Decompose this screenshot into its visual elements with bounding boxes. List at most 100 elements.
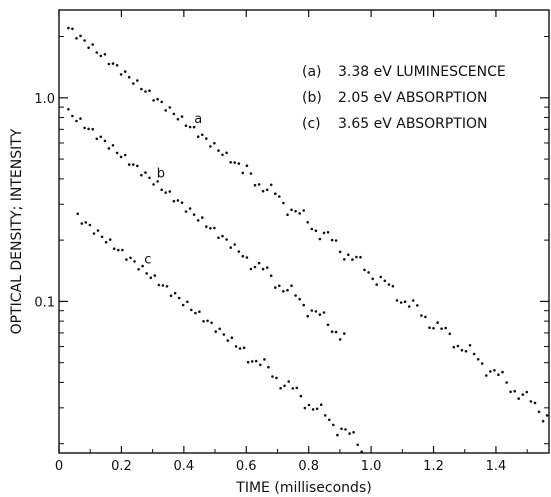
- data-point: [303, 406, 307, 410]
- data-point: [279, 386, 282, 390]
- data-point: [432, 327, 435, 330]
- x-tick-label: 1.2: [423, 459, 444, 474]
- data-point: [493, 369, 496, 372]
- data-point: [177, 296, 181, 300]
- data-point: [245, 256, 249, 259]
- data-point: [407, 305, 411, 308]
- data-point: [164, 191, 167, 194]
- data-point: [71, 114, 74, 118]
- data-point: [119, 73, 123, 76]
- data-point: [403, 300, 407, 304]
- data-point: [202, 320, 205, 323]
- data-point: [428, 326, 431, 330]
- data-point: [164, 109, 167, 112]
- legend-text: 3.65 eV ABSORPTION: [338, 116, 487, 132]
- x-tick-label: 0: [55, 459, 63, 474]
- data-point: [359, 255, 362, 259]
- data-point: [115, 151, 119, 155]
- data-point: [319, 403, 323, 407]
- data-point: [180, 115, 184, 118]
- data-point: [294, 210, 297, 213]
- data-point: [76, 212, 79, 216]
- data-point: [246, 360, 250, 364]
- data-point: [298, 212, 301, 215]
- data-point: [282, 290, 285, 293]
- data-point: [265, 188, 269, 192]
- data-point: [497, 373, 500, 377]
- data-point: [168, 106, 172, 109]
- x-tick-label: 0.8: [298, 459, 319, 474]
- data-point: [87, 127, 90, 131]
- x-tick-label: 1.4: [486, 459, 507, 474]
- data-point: [261, 267, 265, 271]
- data-point: [213, 226, 216, 230]
- data-point: [517, 397, 520, 400]
- data-point: [344, 428, 347, 431]
- data-point: [253, 183, 257, 187]
- data-point: [259, 363, 262, 367]
- data-point: [103, 53, 107, 56]
- data-point: [307, 403, 311, 407]
- data-point: [192, 213, 196, 216]
- data-point: [271, 375, 274, 378]
- data-point: [356, 443, 360, 447]
- data-point: [75, 37, 78, 40]
- data-point: [314, 310, 318, 313]
- curve-labels: a b c: [144, 112, 202, 268]
- data-point: [111, 144, 115, 147]
- data-point: [229, 246, 232, 249]
- data-point: [140, 173, 143, 177]
- data-point: [411, 299, 415, 302]
- data-point: [111, 62, 115, 65]
- data-point: [298, 297, 301, 301]
- data-point: [132, 163, 135, 166]
- data-point: [338, 250, 342, 254]
- data-point: [286, 213, 289, 216]
- data-point: [330, 238, 334, 242]
- data-point: [75, 119, 78, 123]
- data-point: [184, 210, 188, 213]
- data-point: [332, 423, 335, 427]
- data-point: [221, 153, 224, 157]
- data-point: [363, 268, 366, 272]
- data-point: [176, 199, 180, 202]
- data-point: [241, 254, 245, 258]
- data-point: [222, 333, 226, 336]
- data-point: [156, 97, 159, 101]
- data-point: [326, 231, 330, 234]
- data-point: [225, 151, 228, 155]
- data-point: [310, 309, 314, 312]
- data-point: [161, 284, 165, 287]
- data-point: [290, 284, 293, 288]
- data-point: [545, 414, 549, 417]
- data-point: [347, 253, 350, 256]
- data-point: [188, 207, 192, 210]
- data-point: [221, 234, 224, 238]
- y-tick-label: 1.0: [34, 92, 55, 107]
- data-point: [188, 125, 192, 129]
- data-point: [144, 90, 147, 93]
- x-axis: 0 0.2 0.4 0.6 0.8 1.0 1.2 1.4: [55, 10, 528, 474]
- data-point: [141, 264, 144, 268]
- data-point: [104, 240, 108, 244]
- data-point: [87, 46, 90, 49]
- data-point: [119, 155, 123, 159]
- data-point: [173, 291, 177, 295]
- y-axis-label: OPTICAL DENSITY; INTENSITY: [9, 128, 25, 334]
- data-point: [83, 39, 86, 42]
- data-point: [237, 250, 241, 253]
- data-point: [121, 248, 124, 252]
- data-point: [153, 274, 157, 277]
- data-point: [107, 62, 111, 66]
- data-point: [137, 268, 140, 271]
- data-point: [456, 344, 460, 348]
- data-point: [91, 43, 94, 46]
- data-point: [318, 313, 322, 316]
- data-point: [505, 381, 508, 384]
- data-point: [387, 283, 391, 286]
- data-point: [209, 145, 212, 148]
- data-point: [136, 164, 139, 168]
- data-point: [278, 284, 281, 288]
- data-point: [127, 163, 131, 166]
- data-point: [112, 247, 116, 250]
